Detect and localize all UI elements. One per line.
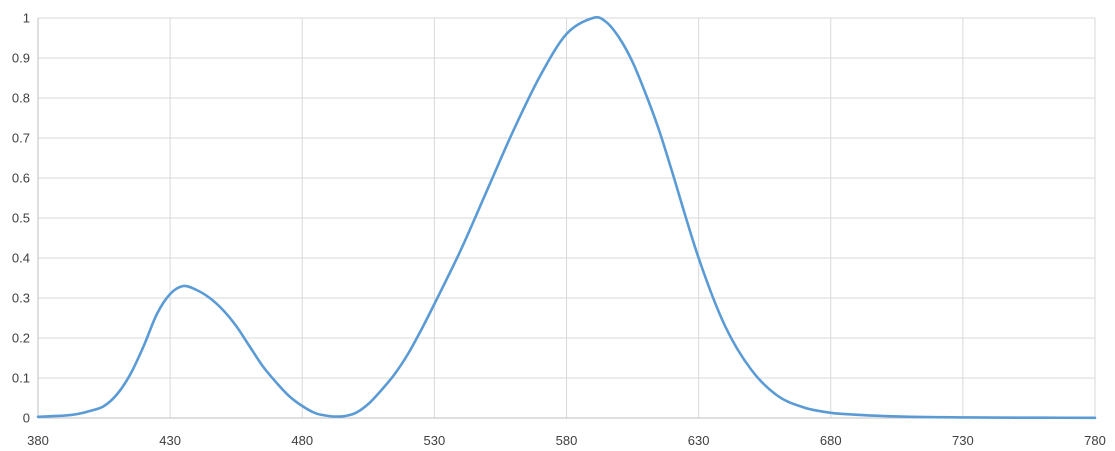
x-tick-label: 630 [688,433,710,448]
x-tick-label: 380 [27,433,49,448]
y-tick-label: 0.7 [12,131,30,146]
y-tick-label: 1 [23,11,30,26]
x-tick-label: 530 [424,433,446,448]
x-tick-label: 430 [159,433,181,448]
x-tick-label: 480 [291,433,313,448]
x-tick-label: 680 [820,433,842,448]
tick-labels: 0 0.1 0.2 0.3 0.4 0.5 0.6 0.7 0.8 0.9 1 380 430 480 53… [12,11,1106,449]
y-tick-label: 0 [23,411,30,426]
series-line [36,16,1097,420]
y-tick-label: 0.6 [12,171,30,186]
x-tick-label: 730 [952,433,974,448]
series-group [36,16,1097,420]
x-tick-label: 580 [556,433,578,448]
y-tick-label: 0.3 [12,291,30,306]
y-tick-label: 0.5 [12,211,30,226]
y-tick-label: 0.9 [12,51,30,66]
y-tick-label: 0.4 [12,251,30,266]
grid [38,17,1096,418]
y-tick-label: 0.8 [12,91,30,106]
y-tick-label: 0.1 [12,371,30,386]
y-tick-label: 0.2 [12,331,30,346]
x-tick-label: 780 [1084,433,1106,448]
